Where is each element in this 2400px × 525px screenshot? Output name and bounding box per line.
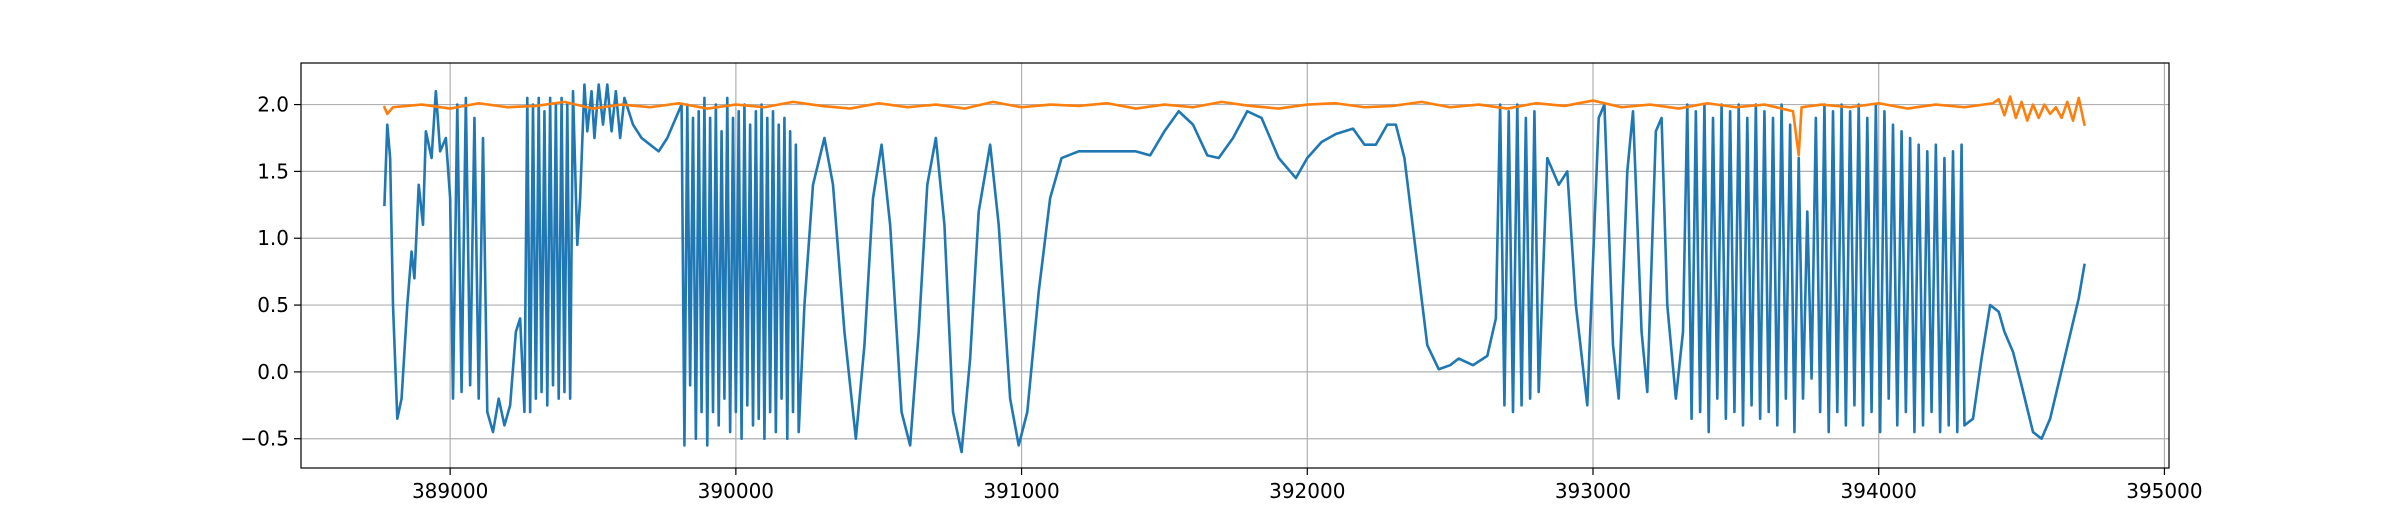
- x-tick-label: 393000: [1555, 479, 1631, 503]
- axes-frame: [300, 62, 2170, 469]
- x-tick-label: 389000: [412, 479, 488, 503]
- x-tick-label: 391000: [983, 479, 1059, 503]
- y-tick-label: −0.5: [240, 427, 289, 451]
- x-tick-label: 395000: [2126, 479, 2202, 503]
- y-tick-label: 2.0: [257, 93, 289, 117]
- x-tick-label: 394000: [1841, 479, 1917, 503]
- y-tick-label: 1.0: [257, 226, 289, 250]
- y-tick-label: 0.0: [257, 360, 289, 384]
- axes: 389000 390000 391000 392000 393000 394000 3950…: [240, 62, 2203, 503]
- plot-lines: [382, 83, 2086, 454]
- x-tick-label: 392000: [1269, 479, 1345, 503]
- y-tick-label: 1.5: [257, 159, 289, 183]
- y-tick-label: 0.5: [257, 293, 289, 317]
- x-tick-label: 390000: [698, 479, 774, 503]
- series-line: [382, 95, 2086, 157]
